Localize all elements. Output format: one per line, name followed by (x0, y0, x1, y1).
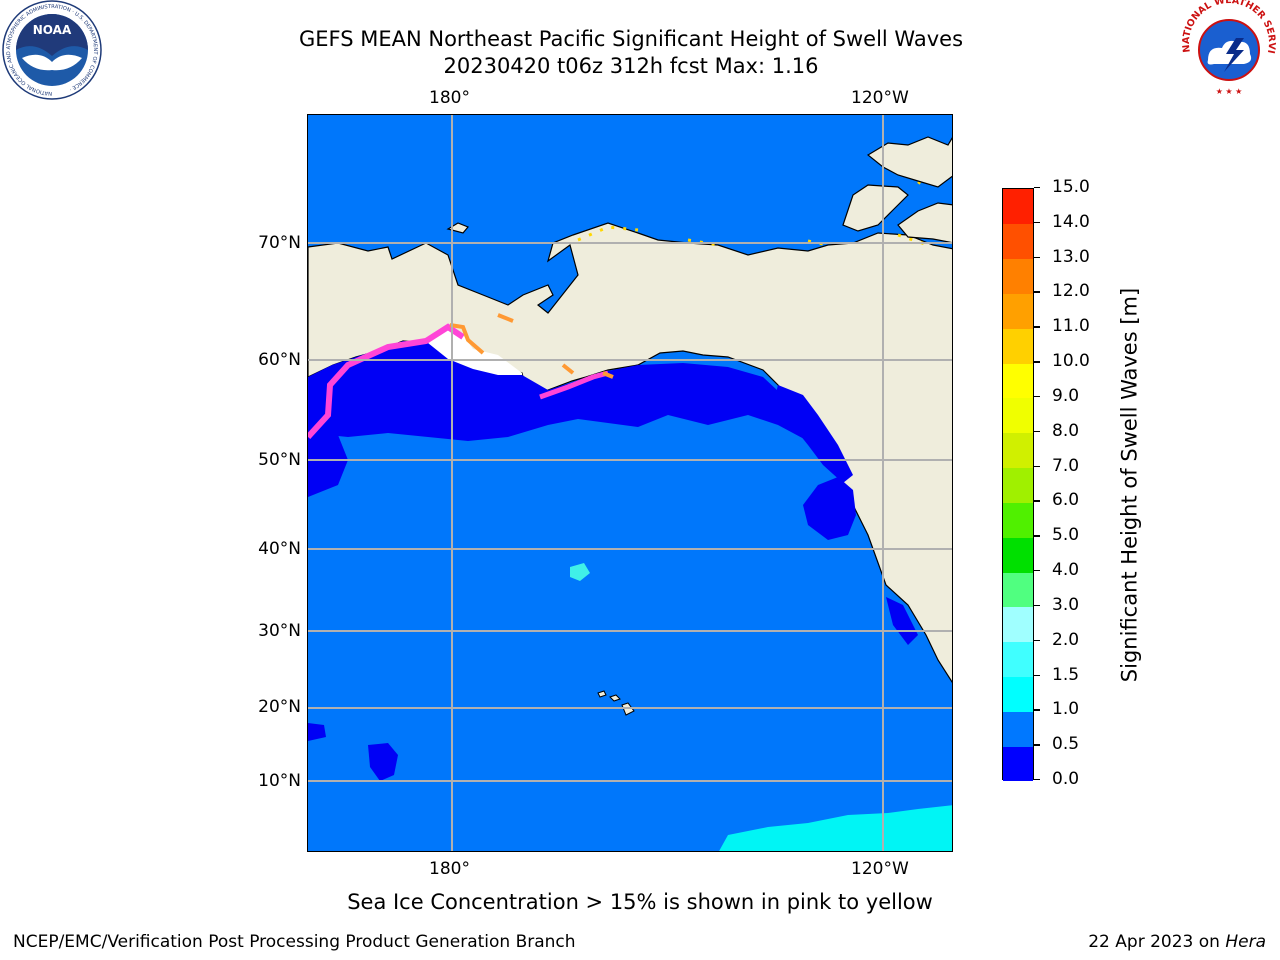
colorbar-segment (1003, 258, 1033, 294)
colorbar-tick-label: 9.0 (1052, 385, 1080, 406)
colorbar-tick (1034, 779, 1040, 781)
colorbar-tick-label: 6.0 (1052, 490, 1080, 511)
top-lon-label-120w: 120°W (851, 88, 909, 108)
map-panel (307, 114, 953, 852)
colorbar-segment (1003, 293, 1033, 329)
colorbar-tick-label: 0.0 (1052, 769, 1080, 789)
colorbar-segment (1003, 746, 1033, 782)
colorbar-tick (1034, 744, 1040, 746)
swell-low-patch-sw (308, 723, 326, 741)
colorbar-segment (1003, 502, 1033, 538)
lat-label-70n: 70°N (258, 233, 301, 253)
swell-low-california-coast (803, 477, 856, 540)
colorbar-tick (1034, 430, 1040, 433)
colorbar-tick-label: 1.0 (1052, 699, 1080, 720)
nws-logo: NATIONAL WEATHER SERVICE ★ ★ ★ (1178, 0, 1277, 98)
swell-low-patch-baja (886, 597, 918, 645)
colorbar-tick-label: 12.0 (1052, 281, 1090, 302)
colorbar-segment (1003, 397, 1033, 434)
map-gridlines (308, 115, 952, 851)
colorbar-title: Significant Height of Swell Waves [m] (1117, 287, 1142, 683)
colorbar-tick (1034, 639, 1040, 642)
colorbar-segment (1003, 189, 1033, 225)
colorbar-tick-label: 5.0 (1052, 525, 1080, 546)
colorbar-tick (1034, 570, 1040, 572)
colorbar-segment (1003, 432, 1033, 469)
colorbar-tick-label: 8.0 (1052, 420, 1080, 441)
land-arctic-islands-2 (842, 184, 909, 232)
lat-label-10n: 10°N (258, 771, 301, 791)
colorbar-tick-label: 3.0 (1052, 594, 1080, 615)
colorbar-segment (1003, 328, 1033, 364)
colorbar-tick (1034, 361, 1040, 363)
footer-date-text: 22 Apr 2023 on (1088, 932, 1226, 952)
colorbar-tick-label: 2.0 (1052, 629, 1080, 650)
colorbar-tick (1034, 674, 1040, 676)
colorbar-segment (1003, 711, 1033, 747)
noaa-logo-text: NOAA (33, 23, 72, 37)
swell-low-bering (308, 341, 828, 455)
colorbar-segment (1003, 606, 1033, 643)
colorbar-tick (1034, 535, 1040, 537)
colorbar-tick (1034, 187, 1040, 189)
land-chukotka-tip (446, 222, 469, 234)
map-canvas (308, 115, 952, 851)
swell-low-patch-gulf (773, 385, 853, 483)
colorbar-segment (1003, 363, 1033, 399)
colorbar-tick (1034, 256, 1040, 259)
colorbar-tick-label: 13.0 (1052, 246, 1090, 267)
lat-label-20n: 20°N (258, 697, 301, 717)
swell-low-west-edge (308, 433, 348, 497)
colorbar-tick-label: 15.0 (1052, 177, 1090, 197)
noaa-logo: NATIONAL OCEANIC AND ATMOSPHERIC ADMINIS… (2, 0, 102, 100)
sea-ice-orange (449, 313, 614, 379)
colorbar-tick (1034, 291, 1040, 293)
colorbar-tick (1034, 395, 1040, 398)
colorbar-segment (1003, 223, 1033, 260)
colorbar-segment (1003, 467, 1033, 503)
lat-label-50n: 50°N (258, 450, 301, 470)
colorbar-tick (1034, 500, 1040, 502)
colorbar-tick-label: 14.0 (1052, 211, 1090, 232)
colorbar (1002, 188, 1034, 782)
footer-credit: NCEP/EMC/Verification Post Processing Pr… (13, 932, 576, 952)
lat-label-60n: 60°N (258, 350, 301, 370)
colorbar-segment (1003, 676, 1033, 712)
land-arctic-islands-3 (897, 202, 952, 244)
colorbar-tick (1034, 326, 1040, 328)
swell-mid-patch (570, 563, 590, 581)
footer-host: Hera (1225, 932, 1266, 952)
colorbar-tick-label: 10.0 (1052, 351, 1090, 372)
chart-subtitle: 20230420 t06z 312h fcst Max: 1.16 (443, 54, 819, 78)
bottom-lon-label-120w: 120°W (851, 859, 909, 879)
colorbar-tick (1034, 221, 1040, 224)
swell-mid-south (719, 805, 952, 851)
colorbar-segment (1003, 641, 1033, 678)
chart-title: GEFS MEAN Northeast Pacific Significant … (298, 27, 964, 51)
lat-label-40n: 40°N (258, 539, 301, 559)
colorbar-tick (1034, 709, 1040, 711)
colorbar-tick-label: 4.0 (1052, 560, 1080, 581)
colorbar-tick-label: 1.5 (1052, 664, 1080, 685)
colorbar-tick-label: 7.0 (1052, 455, 1080, 476)
svg-text:★ ★ ★: ★ ★ ★ (1216, 87, 1243, 96)
sea-ice-edge-east (539, 370, 609, 400)
colorbar-tick-label: 11.0 (1052, 316, 1090, 337)
bottom-lon-label-180: 180° (429, 859, 470, 879)
sea-ice-edge (308, 323, 465, 440)
sea-ice-caption: Sea Ice Concentration > 15% is shown in … (347, 890, 933, 914)
lat-label-30n: 30°N (258, 621, 301, 641)
footer-date: 22 Apr 2023 on Hera (1088, 932, 1266, 952)
swell-low-patch-south (368, 743, 398, 781)
colorbar-tick (1034, 604, 1040, 607)
colorbar-tick-label: 0.5 (1052, 734, 1080, 755)
colorbar-segment (1003, 572, 1033, 608)
land-arctic-islands (866, 136, 952, 188)
top-lon-label-180: 180° (429, 88, 470, 108)
colorbar-tick (1034, 465, 1040, 467)
colorbar-segment (1003, 537, 1033, 573)
